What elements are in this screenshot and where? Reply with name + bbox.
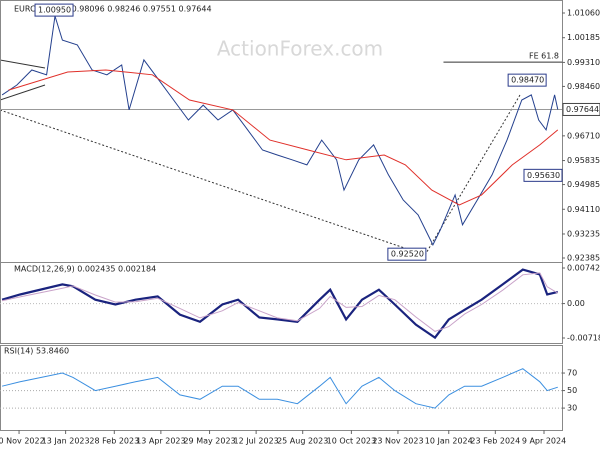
series-line [8,69,559,206]
annotation-label: 1.00950 [38,6,71,15]
trendline [424,94,521,256]
y-tick-label: 0.94110 [567,205,600,214]
trendline [0,59,46,69]
x-tick-label: 10 Jan 2024 [425,437,473,446]
y-tick-label: 0.98460 [567,82,600,91]
annotation-box [387,247,427,261]
watermark: ActionForex.com [217,37,383,61]
y-tick-label: 0.99310 [567,58,600,67]
x-tick-label: 25 Aug 2023 [277,437,328,446]
annotation-label: 0.98470 [511,76,544,85]
panel-frame [0,345,563,431]
y-tick-label: 30 [567,404,577,413]
last-price-label: 0.97644 [566,105,599,114]
y-tick-label: -0.007186 [567,333,600,342]
y-tick-label: 0.00 [567,299,585,308]
series-line [1,268,559,340]
y-tick-label: 0.94985 [567,180,600,189]
last-price-box [562,102,600,116]
x-tick-label: 29 May 2023 [183,437,235,446]
y-tick-label: 1.01060 [567,8,600,17]
x-tick-label: 30 Nov 2022 [0,437,45,446]
y-tick-label: 50 [567,386,577,395]
annotation-box [507,73,547,87]
x-tick-label: 10 Oct 2023 [327,437,376,446]
annotation-label: 0.95630 [527,171,560,180]
x-tick-label: 23 Feb 2024 [470,437,520,446]
panel-frame [0,262,563,344]
y-tick-label: 0.96710 [567,131,600,140]
x-tick-label: 28 Feb 2023 [89,437,139,446]
x-tick-label: 13 Apr 2023 [136,437,185,446]
trendline [0,84,46,101]
y-tick-label: 70 [567,369,577,378]
level-label: FE 61.8 [529,52,559,61]
annotation-box [34,3,74,17]
x-tick-label: 9 Apr 2024 [522,437,566,446]
series-line [1,368,558,409]
y-tick-label: 0.95835 [567,156,600,165]
x-tick-label: 23 Nov 2023 [372,437,423,446]
chart-title: EURCHF Daily 0.98096 0.98246 0.97551 0.9… [14,5,212,14]
y-tick-label: 0.92385 [567,253,600,262]
y-tick-label: 0.007427 [567,264,600,273]
y-tick-label: 0.93235 [567,229,600,238]
trendline [0,109,426,256]
panel-title: MACD(12,26,9) 0.002435 0.002184 [14,265,156,274]
y-tick-label: 1.00185 [567,33,600,42]
annotation-label: 0.92520 [391,250,424,259]
x-tick-label: 12 Jul 2023 [233,437,278,446]
series-line [1,272,559,332]
annotation-box [523,168,563,182]
panel-title: RSI(14) 53.8460 [4,347,69,356]
x-tick-label: 13 Jan 2023 [42,437,90,446]
